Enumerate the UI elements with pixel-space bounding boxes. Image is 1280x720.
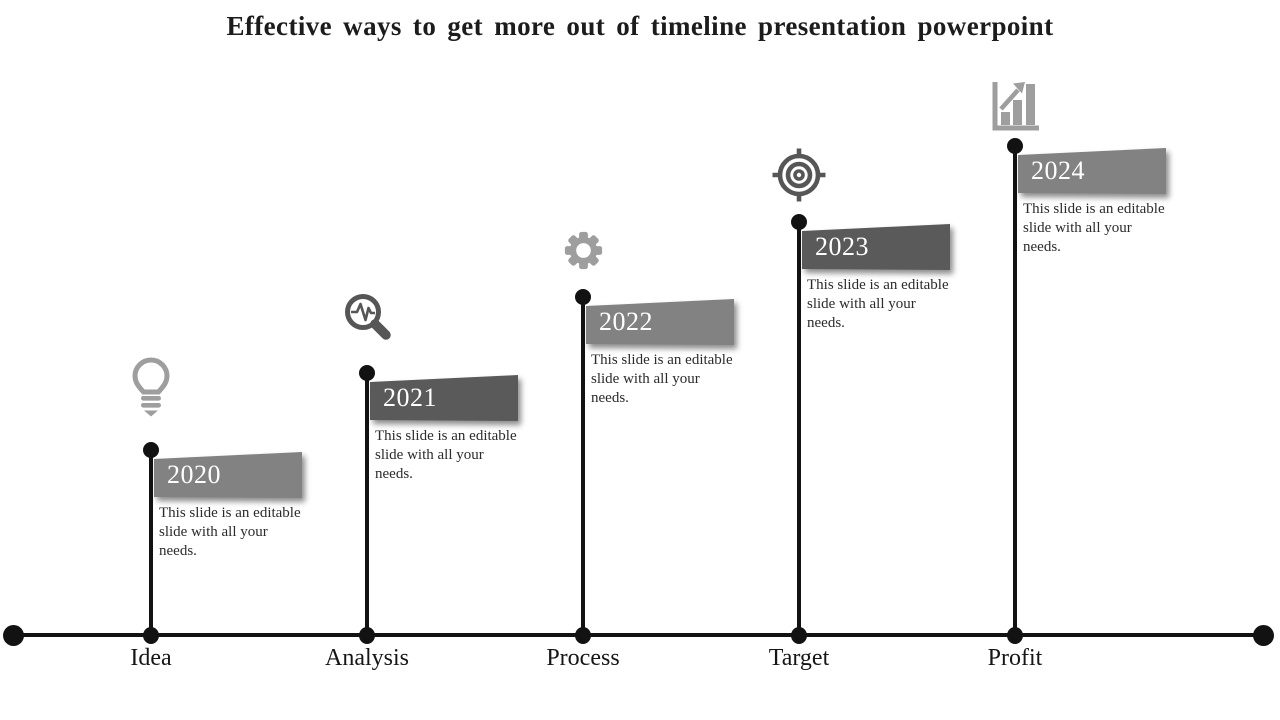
flag-year: 2023 bbox=[815, 232, 869, 261]
milestone-description: This slide is an editable slide with all… bbox=[1023, 201, 1165, 255]
milestone-description: This slide is an editable slide with all… bbox=[375, 428, 517, 482]
year-flag: 2024 bbox=[1018, 146, 1166, 196]
timeline-node-dot bbox=[1007, 627, 1023, 644]
milestone-description: This slide is an editable slide with all… bbox=[807, 277, 949, 331]
target-crosshair-icon bbox=[769, 145, 829, 205]
timeline-label-process: Process bbox=[546, 645, 620, 671]
bar-chart-growth-icon bbox=[985, 77, 1045, 137]
milestone-pole bbox=[581, 297, 585, 635]
year-flag: 2021 bbox=[370, 373, 518, 423]
timeline-start-dot bbox=[3, 625, 24, 646]
milestone-2021: 2021 This slide is an editable slide wit… bbox=[257, 0, 518, 720]
lightbulb-icon bbox=[121, 357, 181, 417]
year-flag: 2023 bbox=[802, 222, 950, 272]
milestone-description: This slide is an editable slide with all… bbox=[159, 505, 301, 559]
timeline-node-dot bbox=[143, 627, 159, 644]
year-flag: 2020 bbox=[154, 450, 302, 500]
milestone-description: This slide is an editable slide with all… bbox=[591, 352, 733, 406]
timeline-label-idea: Idea bbox=[130, 645, 172, 671]
flag-year: 2022 bbox=[599, 307, 653, 336]
milestone-top-dot bbox=[1007, 138, 1023, 154]
magnifier-pulse-icon bbox=[337, 287, 397, 347]
timeline-label-profit: Profit bbox=[987, 645, 1043, 671]
milestone-pole bbox=[797, 222, 801, 635]
timeline-label-target: Target bbox=[768, 645, 830, 671]
timeline-node-dot bbox=[359, 627, 375, 644]
milestone-pole bbox=[149, 450, 153, 635]
flag-year: 2021 bbox=[383, 383, 437, 412]
timeline-label-analysis: Analysis bbox=[325, 645, 409, 671]
milestone-2024: 2024 This slide is an editable slide wit… bbox=[905, 0, 1166, 720]
milestone-2020: 2020 This slide is an editable slide wit… bbox=[41, 0, 302, 720]
year-flag: 2022 bbox=[586, 297, 734, 347]
milestone-top-dot bbox=[359, 365, 375, 381]
milestone-pole bbox=[365, 373, 369, 635]
gear-icon bbox=[553, 220, 613, 280]
timeline-node-dot bbox=[791, 627, 807, 644]
timeline-axis bbox=[13, 633, 1265, 637]
flag-year: 2024 bbox=[1031, 156, 1085, 185]
timeline-node-dot bbox=[575, 627, 591, 644]
milestone-2023: 2023 This slide is an editable slide wit… bbox=[689, 0, 950, 720]
timeline-end-dot bbox=[1253, 625, 1274, 646]
milestone-pole bbox=[1013, 146, 1017, 635]
milestone-top-dot bbox=[791, 214, 807, 230]
milestone-top-dot bbox=[143, 442, 159, 458]
slide-title: Effective ways to get more out of timeli… bbox=[226, 11, 1054, 41]
milestone-2022: 2022 This slide is an editable slide wit… bbox=[473, 0, 734, 720]
flag-year: 2020 bbox=[167, 460, 221, 489]
milestone-top-dot bbox=[575, 289, 591, 305]
